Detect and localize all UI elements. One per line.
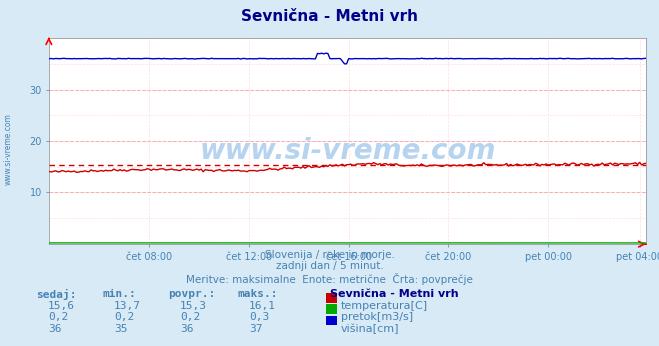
Text: sedaj:: sedaj:	[36, 289, 76, 300]
Text: min.:: min.:	[102, 289, 136, 299]
Text: pretok[m3/s]: pretok[m3/s]	[341, 312, 413, 322]
Text: 15,3: 15,3	[180, 301, 207, 311]
Text: Sevnična - Metni vrh: Sevnična - Metni vrh	[330, 289, 458, 299]
Text: Slovenija / reke in morje.: Slovenija / reke in morje.	[264, 250, 395, 260]
Text: 36: 36	[180, 324, 193, 334]
Text: maks.:: maks.:	[237, 289, 277, 299]
Text: Sevnična - Metni vrh: Sevnična - Metni vrh	[241, 9, 418, 24]
Text: 36: 36	[48, 324, 61, 334]
Text: 16,1: 16,1	[249, 301, 276, 311]
Text: 13,7: 13,7	[114, 301, 141, 311]
Text: 0,2: 0,2	[180, 312, 200, 322]
Text: 15,6: 15,6	[48, 301, 75, 311]
Text: temperatura[C]: temperatura[C]	[341, 301, 428, 311]
Text: Meritve: maksimalne  Enote: metrične  Črta: povprečje: Meritve: maksimalne Enote: metrične Črta…	[186, 273, 473, 285]
Text: zadnji dan / 5 minut.: zadnji dan / 5 minut.	[275, 261, 384, 271]
Text: www.si-vreme.com: www.si-vreme.com	[3, 113, 13, 185]
Text: 0,2: 0,2	[48, 312, 69, 322]
Text: 35: 35	[114, 324, 127, 334]
Text: 37: 37	[249, 324, 262, 334]
Text: 0,3: 0,3	[249, 312, 270, 322]
Text: povpr.:: povpr.:	[168, 289, 215, 299]
Text: 0,2: 0,2	[114, 312, 134, 322]
Text: višina[cm]: višina[cm]	[341, 324, 399, 334]
Text: www.si-vreme.com: www.si-vreme.com	[200, 137, 496, 165]
